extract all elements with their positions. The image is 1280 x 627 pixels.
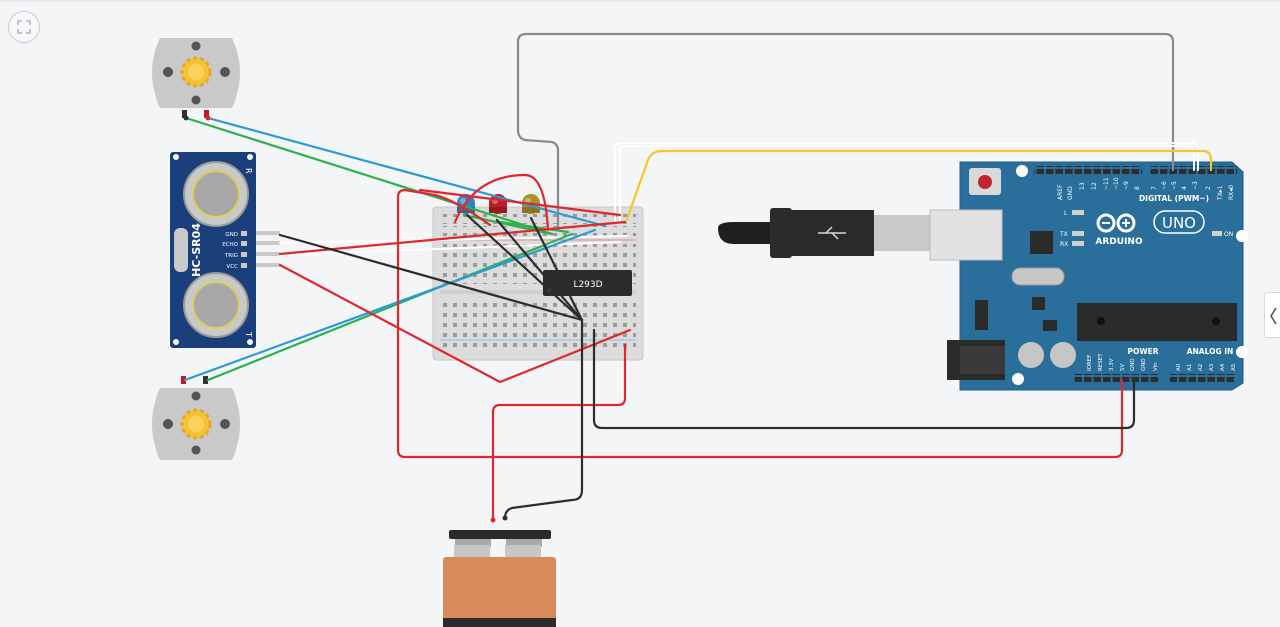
analog-header[interactable] — [1170, 374, 1236, 382]
digital-header-high[interactable] — [1034, 166, 1142, 174]
sensor-mark-t: T — [244, 331, 253, 337]
digital-label: DIGITAL (PWM~) — [1139, 194, 1209, 203]
svg-text:2: 2 — [1205, 186, 1212, 190]
top-border — [0, 0, 1280, 2]
wires[interactable] — [183, 32, 1213, 522]
wire-yellow — [624, 149, 1213, 224]
dc-motor-bottom[interactable] — [152, 376, 240, 460]
fit-view-button[interactable] — [8, 11, 40, 43]
wire-white — [614, 142, 1199, 223]
svg-text:5V: 5V — [1120, 364, 1126, 371]
wire-red — [396, 188, 1124, 459]
wire-red — [278, 220, 627, 256]
wire-green — [206, 232, 574, 382]
svg-text:A1: A1 — [1187, 364, 1193, 371]
analog-pin-labels: A0 A1 A2 A3 A4 A5 — [1176, 363, 1237, 371]
svg-text:A2: A2 — [1198, 364, 1204, 371]
side-panel-toggle[interactable] — [1264, 292, 1280, 338]
gear-icon — [180, 408, 212, 440]
usb-icon — [818, 226, 846, 240]
svg-text:GND: GND — [1067, 186, 1074, 200]
ultrasonic-sensor[interactable]: HC-SR04 R T GND ECHO TRIG VCC — [170, 152, 280, 348]
svg-text:13: 13 — [1079, 182, 1086, 190]
wire-white — [619, 145, 1195, 223]
fit-to-view-icon — [17, 20, 31, 34]
l-led-label: L — [1064, 210, 1068, 217]
svg-text:~10: ~10 — [1113, 177, 1120, 190]
wire-red — [418, 188, 622, 217]
svg-text:4: 4 — [1181, 186, 1188, 190]
svg-text:~11: ~11 — [1103, 177, 1110, 190]
svg-text:RX◂0: RX◂0 — [1228, 185, 1235, 200]
wire-black — [465, 213, 584, 322]
chevron-left-icon — [1270, 307, 1277, 325]
svg-text:TX▸1: TX▸1 — [1217, 185, 1224, 201]
battery-9v[interactable] — [443, 530, 556, 627]
wire-endpoints — [183, 115, 508, 523]
arduino-logo-icon — [1096, 213, 1136, 233]
svg-text:3.3V: 3.3V — [1109, 358, 1115, 371]
pin-label-gnd: GND — [225, 232, 238, 238]
svg-text:GND: GND — [1130, 358, 1136, 371]
wire-white — [279, 235, 628, 244]
svg-text:~3: ~3 — [1192, 181, 1199, 190]
wire-red — [453, 173, 550, 232]
analog-label: ANALOG IN — [1187, 347, 1234, 356]
svg-text:A4: A4 — [1220, 363, 1226, 371]
svg-text:AREF: AREF — [1057, 184, 1064, 200]
wire-red — [491, 343, 627, 522]
gear-icon — [180, 56, 212, 88]
tx-led-label: TX — [1059, 231, 1068, 238]
wire-red — [278, 263, 632, 384]
wire-gray — [516, 32, 1175, 232]
svg-text:A5: A5 — [1231, 363, 1237, 371]
sensor-mark-r: R — [244, 168, 253, 174]
svg-text:RESET: RESET — [1098, 353, 1104, 371]
svg-text:8: 8 — [1134, 186, 1141, 190]
wire-black — [592, 328, 1136, 430]
svg-text:~5: ~5 — [1171, 181, 1178, 190]
svg-text:A3: A3 — [1209, 363, 1215, 371]
svg-text:~9: ~9 — [1123, 181, 1130, 190]
svg-text:A0: A0 — [1176, 363, 1182, 371]
power-header[interactable] — [1073, 374, 1160, 382]
svg-text:GND: GND — [1141, 358, 1147, 371]
wire-blue — [206, 116, 607, 228]
wire-green — [184, 116, 554, 236]
arduino-uno[interactable]: AREF GND 13 12 ~11 ~10 ~9 8 7 ~6 ~5 4 ~3… — [947, 161, 1248, 391]
digital-pin-labels: AREF GND 13 12 ~11 ~10 ~9 8 7 ~6 ~5 4 ~3… — [1057, 177, 1235, 201]
wire-black — [278, 233, 584, 322]
svg-text:12: 12 — [1091, 182, 1098, 190]
wire-black — [495, 218, 584, 322]
chip-label: L293D — [573, 280, 602, 290]
pin-label-echo: ECHO — [222, 242, 238, 248]
wire-black — [529, 216, 584, 322]
power-label: POWER — [1127, 347, 1158, 356]
rx-led-label: RX — [1060, 241, 1068, 248]
pin-label-vcc: VCC — [227, 264, 239, 270]
usb-cable[interactable] — [718, 208, 1003, 261]
svg-text:IOREF: IOREF — [1087, 355, 1093, 371]
pin-label-trig: TRIG — [224, 253, 238, 259]
on-led-label: ON — [1224, 231, 1233, 238]
wire-green — [498, 220, 570, 234]
sensor-model: HC-SR04 — [190, 223, 203, 277]
arduino-model: UNO — [1162, 214, 1196, 232]
svg-text:Vin: Vin — [1153, 362, 1159, 371]
arduino-logo-text: ARDUINO — [1095, 237, 1143, 247]
dc-motor-top[interactable] — [152, 38, 240, 118]
svg-text:~6: ~6 — [1161, 181, 1168, 190]
wire-white — [279, 241, 621, 256]
svg-text:7: 7 — [1151, 186, 1158, 190]
power-pin-labels: IOREF RESET 3.3V 5V GND GND Vin — [1087, 353, 1159, 371]
breadboard[interactable] — [432, 206, 644, 361]
wire-black — [503, 318, 584, 520]
